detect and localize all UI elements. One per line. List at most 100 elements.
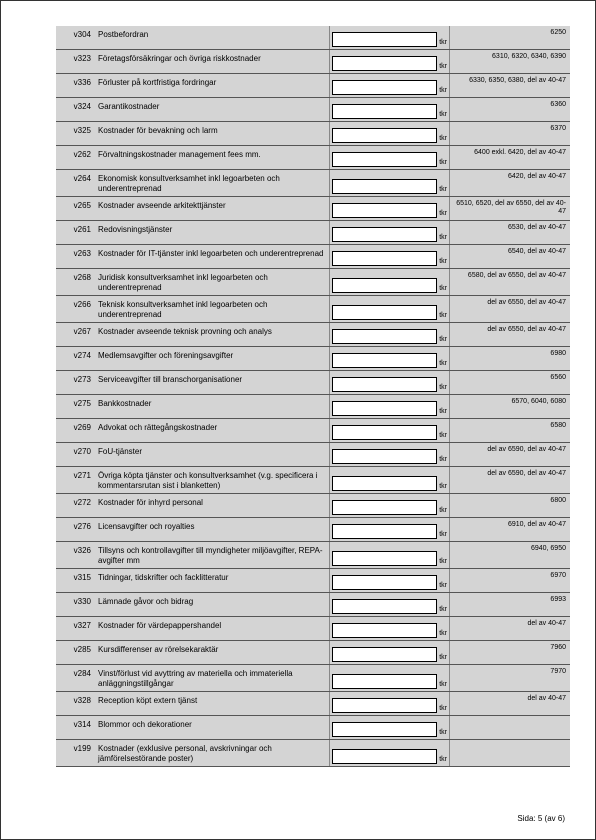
row-code: v327 [56, 617, 94, 640]
form-row: v264Ekonomisk konsultverksamhet inkl leg… [56, 170, 570, 197]
form-row: v276Licensavgifter och royaltiestkr6910,… [56, 518, 570, 542]
unit-label: tkr [439, 606, 447, 614]
amount-input[interactable] [332, 674, 437, 689]
amount-input[interactable] [332, 56, 437, 71]
form-row: v323Företagsförsäkringar och övriga risk… [56, 50, 570, 74]
unit-label: tkr [439, 87, 447, 95]
form-row: v261Redovisningstjänstertkr6530, del av … [56, 221, 570, 245]
row-note: 6310, 6320, 6340, 6390 [450, 50, 570, 73]
row-note: 6530, del av 40-47 [450, 221, 570, 244]
amount-input[interactable] [332, 749, 437, 764]
row-code: v269 [56, 419, 94, 442]
row-label: Kostnader för inhyrd personal [94, 494, 330, 517]
form-row: v330Lämnade gåvor och bidrag tkr6993 [56, 593, 570, 617]
row-code: v324 [56, 98, 94, 121]
amount-input[interactable] [332, 425, 437, 440]
input-cell: tkr [330, 347, 450, 370]
row-code: v304 [56, 26, 94, 49]
amount-input[interactable] [332, 104, 437, 119]
input-cell: tkr [330, 98, 450, 121]
form-row: v314Blommor och dekorationertkr [56, 716, 570, 740]
row-code: v272 [56, 494, 94, 517]
form-row: v326Tillsyns och kontrollavgifter till m… [56, 542, 570, 569]
form-row: v284Vinst/förlust vid avyttring av mater… [56, 665, 570, 692]
unit-label: tkr [439, 408, 447, 416]
row-code: v266 [56, 296, 94, 322]
row-note: 6993 [450, 593, 570, 616]
amount-input[interactable] [332, 203, 437, 218]
row-label: Postbefordran [94, 26, 330, 49]
form-row: v274Medlemsavgifter och föreningsavgifte… [56, 347, 570, 371]
amount-input[interactable] [332, 329, 437, 344]
input-cell: tkr [330, 494, 450, 517]
unit-label: tkr [439, 456, 447, 464]
unit-label: tkr [439, 234, 447, 242]
amount-input[interactable] [332, 32, 437, 47]
amount-input[interactable] [332, 278, 437, 293]
input-cell: tkr [330, 221, 450, 244]
row-code: v323 [56, 50, 94, 73]
input-cell: tkr [330, 197, 450, 220]
row-note: 6560 [450, 371, 570, 394]
form-row: v267Kostnader avseende teknisk provning … [56, 323, 570, 347]
row-note: 6420, del av 40-47 [450, 170, 570, 196]
input-cell: tkr [330, 296, 450, 322]
amount-input[interactable] [332, 227, 437, 242]
input-cell: tkr [330, 323, 450, 346]
input-cell: tkr [330, 170, 450, 196]
amount-input[interactable] [332, 500, 437, 515]
form-row: v272Kostnader för inhyrd personaltkr6800 [56, 494, 570, 518]
amount-input[interactable] [332, 401, 437, 416]
amount-input[interactable] [332, 575, 437, 590]
row-label: Medlemsavgifter och föreningsavgifter [94, 347, 330, 370]
amount-input[interactable] [332, 80, 437, 95]
amount-input[interactable] [332, 179, 437, 194]
form-row: v285Kursdifferenser av rörelsekaraktärtk… [56, 641, 570, 665]
amount-input[interactable] [332, 524, 437, 539]
row-note: del av 6550, del av 40-47 [450, 296, 570, 322]
unit-label: tkr [439, 681, 447, 689]
row-note: 6510, 6520, del av 6550, del av 40-47 [450, 197, 570, 220]
amount-input[interactable] [332, 152, 437, 167]
rows-container: v304Postbefordrantkr6250v323Företagsförs… [56, 26, 570, 767]
row-note: 7970 [450, 665, 570, 691]
row-note: 6910, del av 40-47 [450, 518, 570, 541]
form-row: v324Garantikostnadertkr6360 [56, 98, 570, 122]
row-note: del av 40-47 [450, 617, 570, 640]
row-note: del av 6590, del av 40-47 [450, 443, 570, 466]
row-label: Ekonomisk konsultverksamhet inkl legoarb… [94, 170, 330, 196]
row-note: del av 40-47 [450, 692, 570, 715]
row-code: v325 [56, 122, 94, 145]
row-note: 6540, del av 40-47 [450, 245, 570, 268]
row-label: Lämnade gåvor och bidrag [94, 593, 330, 616]
amount-input[interactable] [332, 251, 437, 266]
row-note: 6330, 6350, 6380, del av 40-47 [450, 74, 570, 97]
amount-input[interactable] [332, 722, 437, 737]
row-code: v275 [56, 395, 94, 418]
form-row: v262Förvaltningskostnader management fee… [56, 146, 570, 170]
input-cell: tkr [330, 593, 450, 616]
row-code: v330 [56, 593, 94, 616]
amount-input[interactable] [332, 305, 437, 320]
row-label: Vinst/förlust vid avyttring av materiell… [94, 665, 330, 691]
form-row: v275Bankkostnadertkr6570, 6040, 6080 [56, 395, 570, 419]
amount-input[interactable] [332, 476, 437, 491]
amount-input[interactable] [332, 449, 437, 464]
amount-input[interactable] [332, 551, 437, 566]
amount-input[interactable] [332, 353, 437, 368]
amount-input[interactable] [332, 623, 437, 638]
amount-input[interactable] [332, 698, 437, 713]
row-label: Blommor och dekorationer [94, 716, 330, 739]
row-label: Tidningar, tidskrifter och facklitteratu… [94, 569, 330, 592]
amount-input[interactable] [332, 647, 437, 662]
row-code: v328 [56, 692, 94, 715]
row-note: 6940, 6950 [450, 542, 570, 568]
input-cell: tkr [330, 641, 450, 664]
amount-input[interactable] [332, 377, 437, 392]
input-cell: tkr [330, 518, 450, 541]
row-code: v274 [56, 347, 94, 370]
row-code: v262 [56, 146, 94, 169]
row-note: del av 6550, del av 40-47 [450, 323, 570, 346]
amount-input[interactable] [332, 128, 437, 143]
amount-input[interactable] [332, 599, 437, 614]
